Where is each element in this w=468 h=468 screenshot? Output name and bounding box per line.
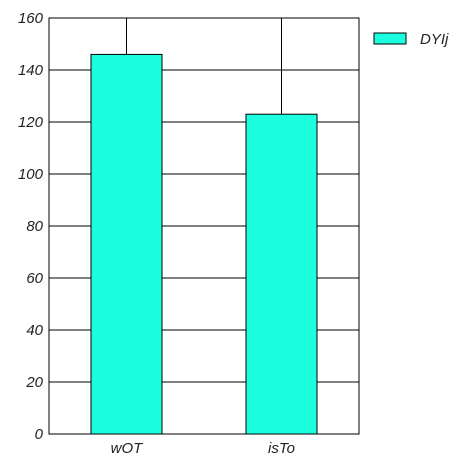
y-tick-label: 100 [18, 166, 44, 183]
y-tick-label: 160 [18, 10, 44, 27]
x-tick-label: wOT [111, 440, 145, 457]
legend: DYIj [373, 31, 449, 48]
y-tick-label: 80 [26, 218, 43, 235]
bars [90, 53, 318, 435]
y-tick-label: 20 [25, 374, 43, 391]
y-tick-label: 40 [26, 322, 43, 339]
legend-label: DYIj [420, 31, 449, 48]
y-tick-label: 60 [26, 270, 43, 287]
y-axis-tick-labels: 0 20 40 60 80 100 120 140 160 [18, 10, 44, 443]
bar-wOT [90, 53, 163, 435]
bar-isTo [245, 113, 318, 435]
y-tick-label: 140 [18, 62, 44, 79]
legend-swatch [373, 32, 407, 45]
plot-area-frame [48, 17, 360, 435]
y-tick-label: 120 [18, 114, 44, 131]
x-tick-label: isTo [268, 440, 295, 457]
x-axis-tick-labels: wOT isTo [111, 440, 295, 457]
y-tick-label: 0 [35, 426, 44, 443]
